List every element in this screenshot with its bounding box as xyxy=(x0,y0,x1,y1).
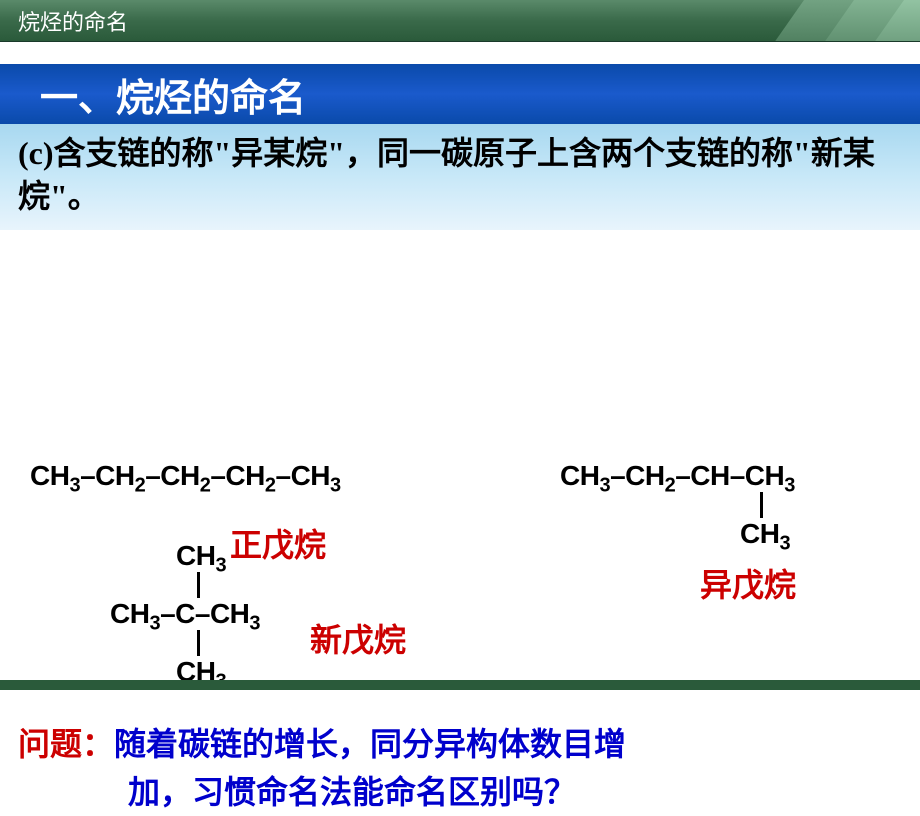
question-block: 问题：随着碳链的增长，同分异构体数目增 加，习惯命名法能命名区别吗？ xyxy=(18,720,898,816)
isopentane-bond xyxy=(760,492,763,518)
formula-isopentane-main: CH3–CH2–CH–CH3 xyxy=(560,460,795,492)
question-line2: 加，习惯命名法能命名区别吗？ xyxy=(18,768,576,816)
header-title: 烷烃的命名 xyxy=(0,5,128,37)
formula-neopentane-top: CH3 xyxy=(176,540,226,572)
section-title: 一、烷烃的命名 xyxy=(40,67,306,122)
question-label: 问题： xyxy=(18,726,114,762)
formula-isopentane-branch: CH3 xyxy=(740,518,790,550)
question-line1: 随着碳链的增长，同分异构体数目增 xyxy=(114,726,626,762)
label-neopentane: 新戊烷 xyxy=(310,615,406,661)
header-accent xyxy=(760,0,920,41)
formula-pentane: CH3–CH2–CH2–CH2–CH3 xyxy=(30,460,341,492)
label-pentane: 正戊烷 xyxy=(230,520,326,566)
explanation-band: (c)含支链的称"异某烷"，同一碳原子上含两个支链的称"新某烷"。 xyxy=(0,124,920,230)
neopentane-bond-top xyxy=(197,572,200,598)
neopentane-bond-bot xyxy=(197,630,200,656)
bottom-border xyxy=(0,680,920,690)
formula-neopentane-mid: CH3–C–CH3 xyxy=(110,598,260,630)
section-title-bar: 一、烷烃的命名 xyxy=(0,64,920,124)
header-bar: 烷烃的命名 xyxy=(0,0,920,42)
content-area: CH3–CH2–CH2–CH2–CH3 正戊烷 CH3–CH2–CH–CH3 C… xyxy=(0,230,920,236)
label-isopentane: 异戊烷 xyxy=(700,560,796,606)
explanation-text: (c)含支链的称"异某烷"，同一碳原子上含两个支链的称"新某烷"。 xyxy=(18,132,902,218)
